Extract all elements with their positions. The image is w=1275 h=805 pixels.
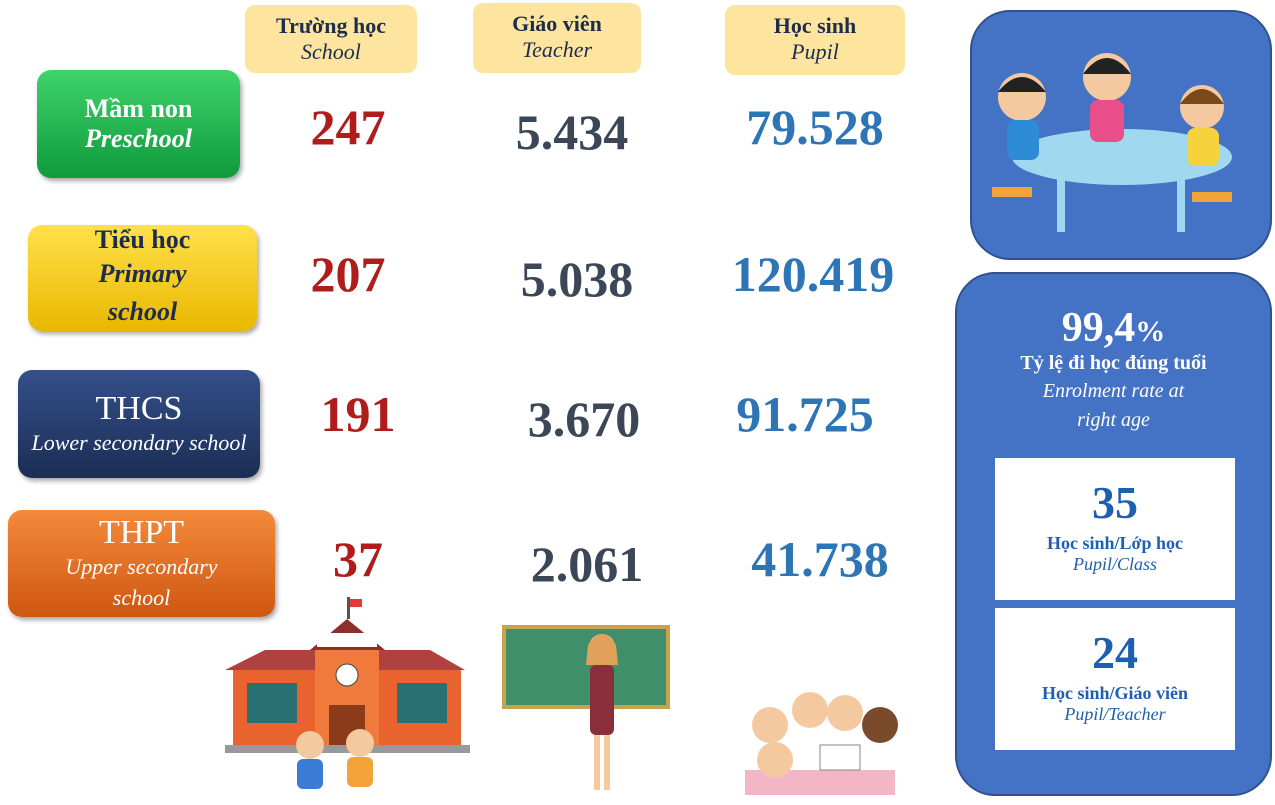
row-title: THPT bbox=[8, 514, 275, 552]
kid-body bbox=[347, 757, 373, 787]
column-title: Học sinh bbox=[725, 13, 905, 39]
book bbox=[820, 745, 860, 770]
kid-hair bbox=[998, 77, 1046, 92]
value: 79.528 bbox=[705, 98, 925, 156]
teacher-illustration bbox=[502, 625, 670, 800]
kids-illustration bbox=[972, 12, 1270, 258]
kid-head bbox=[757, 742, 793, 778]
window bbox=[247, 683, 297, 723]
value: 207 bbox=[238, 245, 458, 303]
row-title: THCS bbox=[18, 390, 260, 428]
row-label: THCS Lower secondary school bbox=[18, 370, 260, 478]
kid-head bbox=[346, 729, 374, 757]
value: 91.725 bbox=[695, 385, 915, 443]
column-subtitle: Teacher bbox=[473, 37, 641, 63]
kid-head bbox=[862, 707, 898, 743]
illustration-frame bbox=[970, 10, 1272, 260]
stool bbox=[1192, 192, 1232, 202]
kid-body bbox=[1007, 120, 1039, 160]
sign bbox=[317, 633, 377, 647]
kid-body bbox=[1090, 100, 1124, 142]
table-leg bbox=[1057, 177, 1065, 232]
column-header: Giáo viên Teacher bbox=[473, 3, 641, 73]
kid-hair bbox=[1180, 89, 1224, 104]
ratio-sublabel: Pupil/Teacher bbox=[995, 704, 1235, 725]
kid-head bbox=[296, 731, 324, 759]
row-subtitle: Primary school bbox=[78, 255, 208, 330]
kid-head bbox=[827, 695, 863, 731]
row-subtitle: Upper secondary school bbox=[47, 552, 237, 614]
row-subtitle: Preschool bbox=[37, 124, 240, 154]
teacher-body bbox=[590, 665, 614, 735]
flagpole bbox=[347, 597, 350, 619]
value: 2.061 bbox=[477, 535, 697, 593]
kid-body bbox=[297, 759, 323, 789]
stool bbox=[992, 187, 1032, 197]
leg bbox=[594, 735, 600, 790]
column-subtitle: Pupil bbox=[725, 39, 905, 65]
page: Trường học School Giáo viên Teacher Học … bbox=[0, 0, 1275, 805]
column-title: Trường học bbox=[245, 13, 417, 39]
kid-body bbox=[1187, 128, 1219, 166]
flag bbox=[350, 599, 362, 607]
value: 5.038 bbox=[467, 250, 687, 308]
rate: 99,4% bbox=[957, 304, 1270, 352]
row-subtitle: Lower secondary school bbox=[18, 428, 260, 459]
school-illustration bbox=[225, 595, 470, 805]
ratio-label: Học sinh/Lớp học bbox=[995, 533, 1235, 554]
rate-label: Tỷ lệ đi học đúng tuổi bbox=[957, 352, 1270, 375]
pupils-illustration bbox=[735, 685, 905, 800]
ratio-box: 35 Học sinh/Lớp học Pupil/Class bbox=[995, 458, 1235, 600]
value: 247 bbox=[238, 98, 458, 156]
clock bbox=[336, 664, 358, 686]
kid-head bbox=[792, 692, 828, 728]
kid-head bbox=[752, 707, 788, 743]
row-label: Tiểu học Primary school bbox=[28, 225, 257, 331]
table-leg bbox=[1177, 177, 1185, 232]
blackboard bbox=[504, 627, 668, 707]
value: 5.434 bbox=[462, 103, 682, 161]
rate-unit: % bbox=[1135, 315, 1165, 348]
ratio-value: 24 bbox=[995, 626, 1235, 679]
ratio-sublabel: Pupil/Class bbox=[995, 554, 1235, 575]
ratio-box: 24 Học sinh/Giáo viên Pupil/Teacher bbox=[995, 608, 1235, 750]
column-header: Học sinh Pupil bbox=[725, 5, 905, 75]
value: 37 bbox=[248, 530, 468, 588]
rate-value: 99,4 bbox=[1062, 305, 1136, 351]
row-title: Mầm non bbox=[37, 94, 240, 124]
column-subtitle: School bbox=[245, 39, 417, 65]
ratio-label: Học sinh/Giáo viên bbox=[995, 683, 1235, 704]
column-header: Trường học School bbox=[245, 5, 417, 73]
value: 120.419 bbox=[703, 245, 923, 303]
value: 3.670 bbox=[474, 390, 694, 448]
value: 191 bbox=[248, 385, 468, 443]
row-label: Mầm non Preschool bbox=[37, 70, 240, 178]
rate-sublabel: Enrolment rate at right age bbox=[1029, 377, 1199, 435]
column-title: Giáo viên bbox=[473, 11, 641, 37]
row-title: Tiểu học bbox=[28, 225, 257, 255]
window bbox=[397, 683, 447, 723]
leg bbox=[604, 735, 610, 790]
ratio-value: 35 bbox=[995, 476, 1235, 529]
value: 41.738 bbox=[710, 530, 930, 588]
